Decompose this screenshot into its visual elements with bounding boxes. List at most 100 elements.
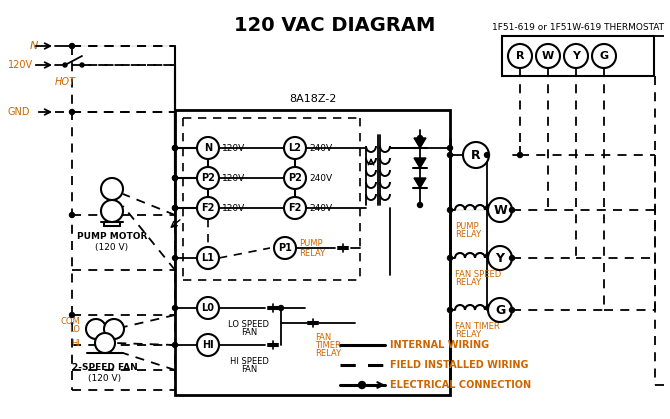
Bar	[175, 110, 450, 395]
Text: GND: GND	[8, 107, 31, 117]
Text: TIMER: TIMER	[315, 341, 341, 350]
Text: LO: LO	[69, 324, 80, 334]
Circle shape	[448, 207, 452, 212]
Circle shape	[95, 333, 115, 353]
Text: HI: HI	[101, 340, 109, 346]
Circle shape	[70, 109, 74, 114]
Circle shape	[197, 167, 219, 189]
Circle shape	[509, 308, 515, 313]
Circle shape	[358, 382, 366, 388]
Text: PUMP: PUMP	[455, 222, 478, 231]
Text: F2: F2	[288, 203, 302, 213]
Text: L0: L0	[202, 303, 214, 313]
Text: FAN: FAN	[241, 328, 257, 337]
Text: (120 V): (120 V)	[88, 374, 121, 383]
Text: 240V: 240V	[309, 143, 332, 153]
Circle shape	[197, 197, 219, 219]
Text: RELAY: RELAY	[455, 330, 481, 339]
Text: HOT: HOT	[55, 77, 76, 87]
Circle shape	[172, 305, 178, 310]
Circle shape	[488, 246, 512, 270]
Circle shape	[508, 44, 532, 68]
Text: P2: P2	[201, 173, 215, 183]
Circle shape	[197, 137, 219, 159]
Circle shape	[172, 256, 178, 261]
Text: N: N	[204, 143, 212, 153]
Text: 8A18Z-2: 8A18Z-2	[289, 94, 336, 104]
Circle shape	[70, 44, 74, 49]
Circle shape	[172, 205, 178, 210]
Text: INTERNAL WIRING: INTERNAL WIRING	[390, 340, 489, 350]
Circle shape	[70, 212, 74, 217]
Polygon shape	[414, 178, 426, 188]
Circle shape	[509, 207, 515, 212]
Circle shape	[70, 44, 74, 48]
Text: FAN SPEED: FAN SPEED	[455, 270, 501, 279]
Text: HI: HI	[71, 339, 80, 347]
Circle shape	[417, 135, 423, 140]
Text: 120V: 120V	[8, 60, 33, 70]
Text: P2: P2	[288, 173, 302, 183]
Circle shape	[448, 145, 452, 150]
Circle shape	[417, 202, 423, 207]
Text: F2: F2	[201, 203, 214, 213]
Text: 120V: 120V	[222, 204, 245, 212]
Text: FIELD INSTALLED WIRING: FIELD INSTALLED WIRING	[390, 360, 529, 370]
Circle shape	[564, 44, 588, 68]
Bar	[502, 36, 654, 76]
Circle shape	[284, 167, 306, 189]
Text: LO: LO	[91, 326, 101, 332]
Text: HI: HI	[202, 340, 214, 350]
Circle shape	[104, 319, 124, 339]
Circle shape	[592, 44, 616, 68]
Circle shape	[517, 153, 523, 158]
Text: FAN: FAN	[241, 365, 257, 374]
Text: 120V: 120V	[222, 173, 245, 183]
Polygon shape	[414, 158, 426, 168]
Circle shape	[488, 298, 512, 322]
Text: PUMP MOTOR: PUMP MOTOR	[77, 232, 147, 241]
Circle shape	[172, 145, 178, 150]
Circle shape	[172, 205, 178, 210]
Text: RELAY: RELAY	[455, 230, 481, 239]
Text: LO SPEED: LO SPEED	[228, 320, 269, 329]
Circle shape	[488, 198, 512, 222]
Text: 2-SPEED FAN: 2-SPEED FAN	[72, 363, 138, 372]
Circle shape	[448, 256, 452, 261]
Circle shape	[172, 145, 178, 150]
Circle shape	[101, 200, 123, 222]
Circle shape	[284, 137, 306, 159]
Text: P1: P1	[278, 243, 292, 253]
Circle shape	[172, 342, 178, 347]
Text: W: W	[493, 204, 507, 217]
Text: Y: Y	[572, 51, 580, 61]
Text: RELAY: RELAY	[315, 349, 341, 358]
Circle shape	[86, 319, 106, 339]
Text: HI SPEED: HI SPEED	[230, 357, 269, 366]
Circle shape	[172, 176, 178, 181]
Text: PUMP: PUMP	[299, 238, 323, 248]
Circle shape	[63, 63, 67, 67]
Text: 240V: 240V	[309, 204, 332, 212]
Text: FAN: FAN	[315, 333, 331, 342]
Text: R: R	[471, 148, 481, 161]
Text: G: G	[600, 51, 608, 61]
Text: ELECTRICAL CONNECTION: ELECTRICAL CONNECTION	[390, 380, 531, 390]
Circle shape	[448, 308, 452, 313]
Text: 240V: 240V	[309, 173, 332, 183]
Circle shape	[463, 142, 489, 168]
Text: L1: L1	[202, 253, 214, 263]
Text: 120 VAC DIAGRAM: 120 VAC DIAGRAM	[234, 16, 436, 35]
Circle shape	[448, 153, 452, 158]
Text: RELAY: RELAY	[455, 278, 481, 287]
Circle shape	[197, 247, 219, 269]
Circle shape	[101, 178, 123, 200]
Text: 120V: 120V	[222, 143, 245, 153]
Circle shape	[197, 334, 219, 356]
Circle shape	[274, 237, 296, 259]
Circle shape	[279, 305, 283, 310]
Text: Y: Y	[496, 251, 505, 264]
Circle shape	[197, 297, 219, 319]
Text: RELAY: RELAY	[299, 248, 325, 258]
Circle shape	[284, 197, 306, 219]
